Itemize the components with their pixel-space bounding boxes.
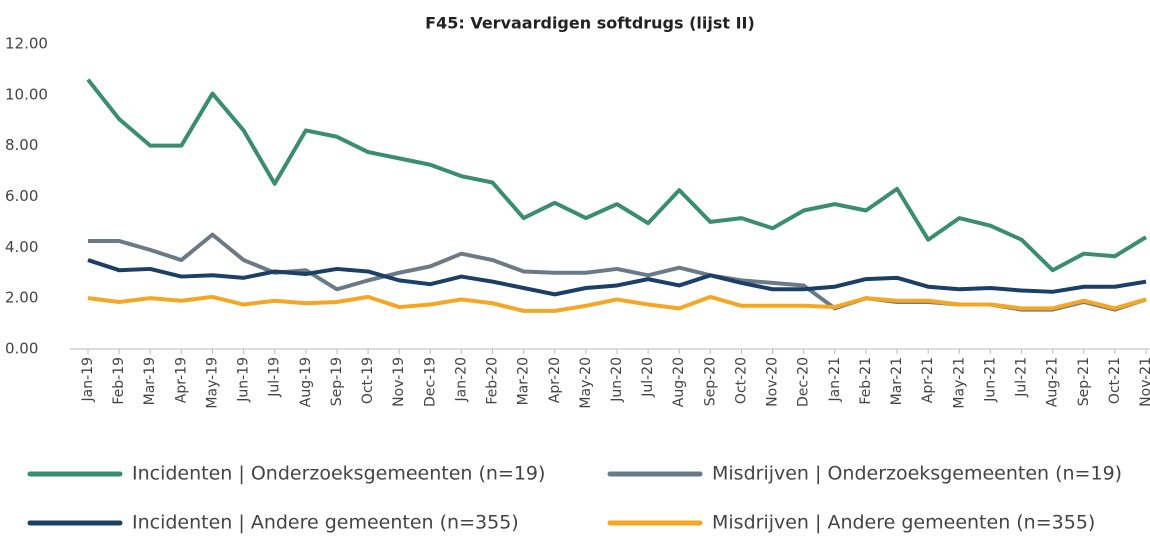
x-tick-label: May-19 — [204, 357, 220, 409]
x-tick-label: Jul-19 — [267, 357, 283, 398]
y-tick-label: 10.00 — [5, 85, 48, 103]
x-tick-label: Mar-20 — [516, 357, 532, 405]
x-tick-label: Oct-20 — [733, 357, 749, 404]
y-tick-label: 12.00 — [5, 35, 48, 53]
x-tick-label: Jun-20 — [609, 357, 625, 403]
y-tick-label: 4.00 — [5, 238, 38, 256]
x-tick-label: Aug-20 — [671, 357, 687, 407]
x-tick-label: Nov-20 — [765, 357, 781, 407]
y-tick-label: 6.00 — [5, 187, 38, 205]
x-tick-label: Sep-19 — [329, 357, 345, 406]
x-tick-label: Mar-21 — [889, 357, 905, 405]
x-tick-label: Feb-19 — [111, 357, 127, 405]
x-tick-label: Sep-20 — [702, 357, 718, 406]
legend-label: Incidenten | Onderzoeksgemeenten (n=19) — [132, 463, 545, 485]
x-tick-label: Jun-19 — [236, 357, 252, 403]
x-tick-label: Oct-21 — [1107, 357, 1123, 404]
x-tick-label: Jan-19 — [80, 357, 96, 402]
x-tick-label: Aug-21 — [1045, 357, 1061, 407]
x-tick-label: Sep-21 — [1076, 357, 1092, 406]
x-tick-label: Jan-20 — [453, 357, 469, 402]
x-tick-label: Jul-20 — [640, 357, 656, 398]
x-tick-label: Jul-21 — [1014, 357, 1030, 398]
legend-label: Incidenten | Andere gemeenten (n=355) — [132, 512, 519, 534]
x-tick-label: Nov-19 — [391, 357, 407, 407]
x-tick-label: Feb-21 — [858, 357, 874, 405]
x-tick-label: Jan-21 — [827, 357, 843, 402]
y-tick-label: 2.00 — [5, 289, 38, 307]
x-tick-label: Nov-21 — [1138, 357, 1150, 407]
x-tick-label: Mar-19 — [142, 357, 158, 405]
legend-label: Misdrijven | Onderzoeksgemeenten (n=19) — [712, 463, 1122, 485]
x-tick-label: May-20 — [578, 357, 594, 409]
line-series — [86, 78, 1148, 273]
x-tick-label: Apr-19 — [173, 357, 189, 403]
line-series — [87, 294, 1147, 313]
x-tick-label: Oct-19 — [360, 357, 376, 404]
x-tick-label: Dec-19 — [422, 357, 438, 407]
chart-title: F45: Vervaardigen softdrugs (lijst II) — [425, 14, 755, 33]
x-tick-label: May-21 — [951, 357, 967, 409]
x-tick-label: Apr-21 — [920, 357, 936, 403]
x-tick-label: Jun-21 — [982, 357, 998, 403]
y-tick-label: 8.00 — [5, 136, 38, 154]
x-tick-label: Apr-20 — [547, 357, 563, 403]
x-tick-label: Aug-19 — [298, 357, 314, 407]
x-tick-label: Dec-20 — [796, 357, 812, 407]
line-series — [87, 258, 1147, 297]
x-tick-label: Feb-20 — [485, 357, 501, 405]
legend-label: Misdrijven | Andere gemeenten (n=355) — [712, 512, 1095, 534]
y-tick-label: 0.00 — [5, 340, 38, 358]
